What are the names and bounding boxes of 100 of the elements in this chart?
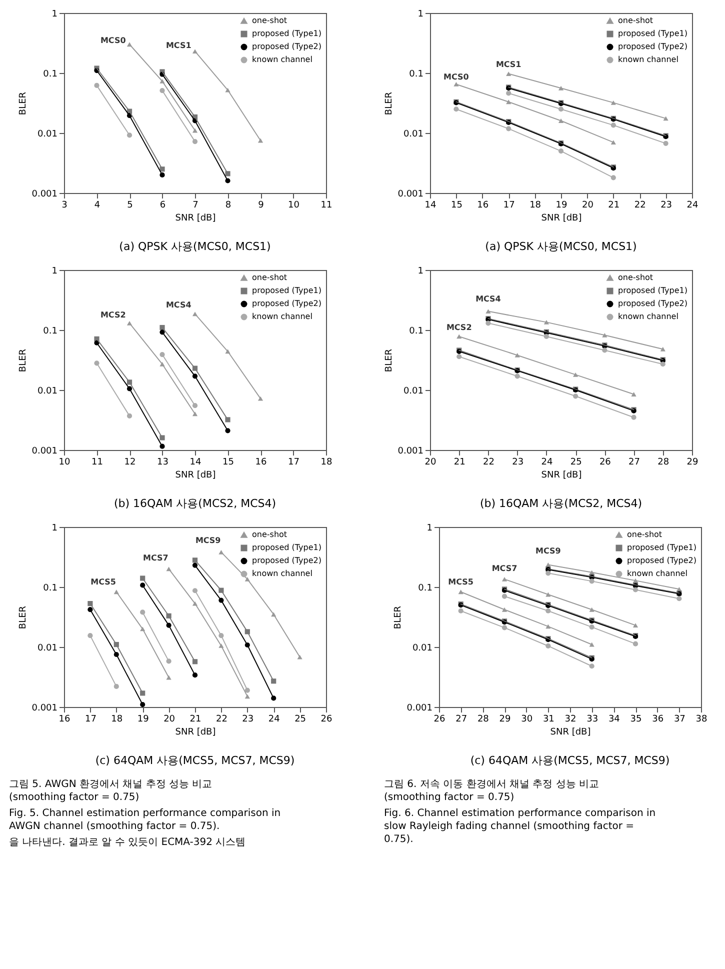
x-tick-label: 11 xyxy=(320,200,332,210)
x-tick-label: 28 xyxy=(658,458,670,468)
x-tick-label: 33 xyxy=(586,714,598,724)
x-tick-label: 4 xyxy=(94,200,100,210)
legend-label: one-shot xyxy=(618,16,654,25)
x-tick-label: 21 xyxy=(454,458,466,468)
legend-label: proposed (Type2) xyxy=(252,299,322,308)
x-tick-label: 35 xyxy=(630,714,642,724)
y-axis-title: BLER xyxy=(18,92,29,116)
x-tick-label: 7 xyxy=(192,200,198,210)
caption: Fig. 6. Channel estimation performance comparison in slow Rayleigh fading channel (smoothing factor = 0.75). xyxy=(384,808,656,845)
x-tick-label: 17 xyxy=(288,458,300,468)
x-tick-label: 26 xyxy=(599,458,612,468)
x-tick-label: 16 xyxy=(255,458,267,468)
x-tick-label: 23 xyxy=(512,458,524,468)
point xyxy=(225,417,230,422)
x-axis-title: SNR [dB] xyxy=(175,214,216,224)
text: (a) QPSK 사용(MCS0, MCS1) xyxy=(119,240,271,253)
x-tick-label: 10 xyxy=(58,458,70,468)
y-tick-label: 0.001 xyxy=(32,704,58,714)
y-tick-label: 0.1 xyxy=(43,326,58,336)
annotation: MCS5 xyxy=(90,577,116,586)
point xyxy=(258,396,264,401)
text: (b) 16QAM 사용(MCS2, MCS4) xyxy=(480,497,642,510)
annotation: MCS2 xyxy=(100,310,126,320)
caption: Fig. 5. Channel estimation performance comparison in AWGN channel (smoothing factor = 0.75). xyxy=(9,808,281,832)
legend-label: one-shot xyxy=(627,530,662,539)
x-tick-label: 16 xyxy=(58,714,70,724)
x-tick-label: 12 xyxy=(124,458,136,468)
y-tick-label: 0.1 xyxy=(43,70,58,80)
x-tick-label: 10 xyxy=(288,200,300,210)
y-tick-label: 0.01 xyxy=(403,130,424,140)
x-tick-label: 31 xyxy=(542,714,554,724)
legend-label: known channel xyxy=(627,569,688,578)
x-tick-label: 24 xyxy=(268,714,280,724)
x-tick-label: 20 xyxy=(164,714,176,724)
x-tick-label: 30 xyxy=(521,714,533,724)
annotation: MCS7 xyxy=(492,564,518,573)
x-tick-label: 9 xyxy=(258,200,264,210)
annotation: MCS5 xyxy=(448,578,474,587)
x-tick-label: 19 xyxy=(137,714,150,724)
y-tick-label: 1 xyxy=(52,524,58,534)
x-tick-label: 24 xyxy=(686,200,698,210)
annotation: MCS7 xyxy=(143,553,168,562)
y-tick-label: 0.1 xyxy=(409,70,424,80)
legend-label: proposed (Type1) xyxy=(618,286,688,295)
legend-label: known channel xyxy=(618,55,678,64)
y-tick-label: 0.001 xyxy=(398,446,424,456)
text: (b) 16QAM 사용(MCS2, MCS4) xyxy=(114,497,276,510)
x-tick-label: 16 xyxy=(477,200,489,210)
y-tick-label: 0.01 xyxy=(403,386,424,396)
x-tick-label: 18 xyxy=(111,714,123,724)
annotation: MCS9 xyxy=(195,536,222,545)
y-tick-label: 0.01 xyxy=(37,386,58,396)
legend-label: proposed (Type1) xyxy=(252,543,322,552)
y-axis-title: BLER xyxy=(18,606,29,630)
legend-label: proposed (Type2) xyxy=(252,42,322,51)
y-tick-label: 0.01 xyxy=(412,644,432,654)
x-tick-label: 17 xyxy=(84,714,96,724)
x-tick-label: 32 xyxy=(564,714,576,724)
annotation: MCS0 xyxy=(444,72,470,82)
x-tick-label: 21 xyxy=(190,714,202,724)
point xyxy=(297,654,302,660)
x-tick-label: 14 xyxy=(424,200,436,210)
x-tick-label: 6 xyxy=(160,200,166,210)
y-axis-title: BLER xyxy=(384,348,395,372)
legend-label: proposed (Type2) xyxy=(252,556,322,565)
x-tick-label: 17 xyxy=(503,200,515,210)
legend-label: proposed (Type1) xyxy=(252,29,322,38)
y-axis-title: BLER xyxy=(384,92,395,116)
x-tick-label: 23 xyxy=(660,200,672,210)
y-tick-label: 1 xyxy=(52,266,58,276)
x-tick-label: 21 xyxy=(608,200,620,210)
x-tick-label: 34 xyxy=(608,714,620,724)
legend-label: known channel xyxy=(252,312,312,321)
text: (c) 64QAM 사용(MCS5, MCS7, MCS9) xyxy=(95,754,295,767)
annotation: MCS1 xyxy=(496,60,522,70)
legend-label: proposed (Type1) xyxy=(618,29,688,38)
x-axis-title: SNR [dB] xyxy=(175,728,216,738)
x-tick-label: 20 xyxy=(582,200,594,210)
x-tick-label: 19 xyxy=(556,200,568,210)
x-tick-label: 13 xyxy=(157,458,168,468)
x-tick-label: 28 xyxy=(477,714,490,724)
x-tick-label: 37 xyxy=(674,714,686,724)
legend-label: proposed (Type1) xyxy=(252,286,322,295)
legend-label: proposed (Type2) xyxy=(618,42,688,51)
y-tick-label: 0.001 xyxy=(32,190,58,200)
text: (a) QPSK 사용(MCS0, MCS1) xyxy=(485,240,637,253)
x-axis-title: SNR [dB] xyxy=(541,470,582,480)
x-tick-label: 15 xyxy=(450,200,462,210)
annotation: MCS4 xyxy=(166,300,192,310)
legend-label: known channel xyxy=(618,312,678,321)
legend-label: known channel xyxy=(252,55,312,64)
y-tick-label: 0.1 xyxy=(409,326,424,336)
x-axis-title: SNR [dB] xyxy=(550,728,591,738)
x-axis-title: SNR [dB] xyxy=(175,470,216,480)
x-tick-label: 22 xyxy=(634,200,646,210)
y-tick-label: 0.1 xyxy=(418,584,432,594)
x-axis-title: SNR [dB] xyxy=(541,214,582,224)
x-tick-label: 23 xyxy=(242,714,254,724)
